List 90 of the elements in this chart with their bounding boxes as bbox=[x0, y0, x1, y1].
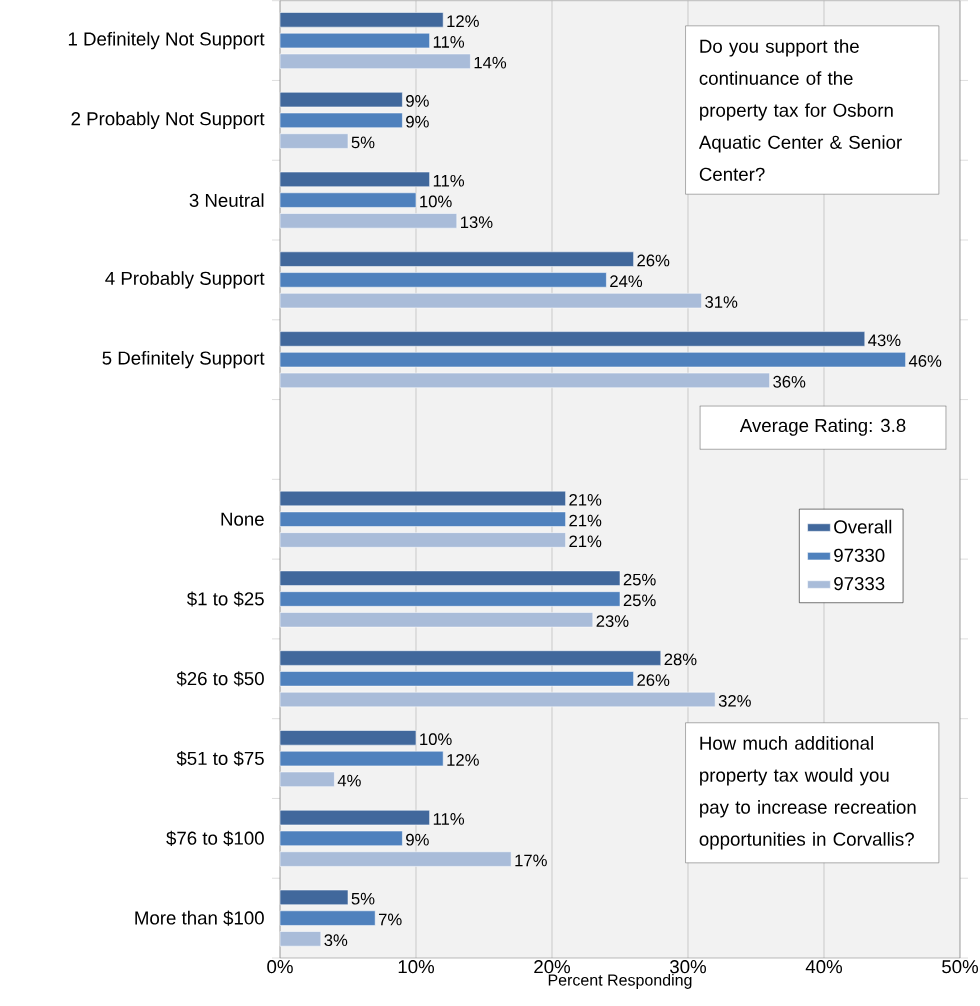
bar bbox=[279, 213, 458, 229]
data-label: 11% bbox=[433, 36, 465, 48]
data-label: 9% bbox=[406, 95, 429, 107]
bar bbox=[279, 771, 335, 787]
data-label: 23% bbox=[596, 615, 629, 627]
bar bbox=[279, 532, 566, 548]
bar bbox=[279, 192, 417, 208]
bar bbox=[279, 490, 566, 507]
data-label: 11% bbox=[433, 174, 465, 187]
y-tick-label: 2 Probably Not Support bbox=[71, 111, 265, 130]
data-label: 12% bbox=[447, 754, 479, 766]
bar bbox=[279, 591, 621, 607]
data-label: 21% bbox=[569, 535, 602, 548]
data-label: 9% bbox=[406, 833, 429, 846]
x-tick-label: 0% bbox=[267, 960, 293, 974]
x-axis-title: Percent Responding bbox=[548, 973, 692, 989]
data-label: 10% bbox=[420, 733, 452, 746]
y-tick-label: $1 to $25 bbox=[186, 591, 264, 607]
data-label: 46% bbox=[908, 355, 942, 367]
data-label: 28% bbox=[664, 653, 697, 666]
data-label: 12% bbox=[447, 15, 479, 28]
y-tick-label: $26 to $50 bbox=[176, 671, 264, 687]
bar bbox=[279, 730, 417, 746]
y-tick-label: 4 Probably Support bbox=[105, 271, 265, 289]
bar bbox=[279, 750, 444, 767]
data-label: 36% bbox=[773, 375, 806, 388]
y-tick-label: More than $100 bbox=[135, 910, 264, 926]
bar bbox=[279, 650, 662, 666]
data-label: 25% bbox=[623, 573, 656, 586]
y-tick-label: 5 Definitely Support bbox=[102, 350, 265, 369]
legend-label: 97330 bbox=[834, 548, 885, 562]
data-label: 31% bbox=[705, 296, 738, 308]
x-tick-label: 30% bbox=[670, 960, 707, 974]
bar bbox=[279, 931, 322, 947]
data-label: 5% bbox=[351, 892, 375, 905]
bar bbox=[279, 511, 566, 527]
data-label: 5% bbox=[351, 136, 375, 149]
annotation: Do you support the continuance of the property tax for Osborn Aquatic Center & Senior Center? bbox=[698, 39, 902, 181]
y-tick-label: $51 to $75 bbox=[176, 751, 264, 767]
data-label: 7% bbox=[378, 913, 402, 926]
bar bbox=[279, 851, 512, 867]
y-tick-label: 3 Neutral bbox=[189, 193, 264, 207]
legend-label: 97333 bbox=[834, 577, 885, 591]
data-label: 25% bbox=[623, 594, 656, 607]
bar bbox=[279, 809, 430, 826]
bar bbox=[279, 830, 403, 846]
data-label: 10% bbox=[420, 195, 452, 208]
bar bbox=[279, 570, 621, 586]
data-label: 26% bbox=[637, 674, 670, 687]
bar bbox=[279, 671, 634, 687]
annotation: How much additional property tax would you pay to increase recreation opportunities in Corvallis? bbox=[699, 736, 916, 850]
data-label: 14% bbox=[474, 56, 507, 69]
bar bbox=[279, 372, 770, 389]
data-label: 24% bbox=[610, 275, 643, 288]
data-label: 17% bbox=[515, 854, 547, 867]
data-label: 11% bbox=[433, 813, 465, 825]
bar bbox=[279, 32, 430, 49]
data-label: 4% bbox=[337, 774, 361, 787]
bar bbox=[279, 112, 403, 128]
y-tick-label: 1 Definitely Not Support bbox=[68, 31, 265, 50]
x-tick-label: 40% bbox=[805, 960, 843, 974]
y-tick-label: None bbox=[221, 512, 264, 526]
bar bbox=[279, 910, 376, 926]
data-label: 13% bbox=[461, 216, 493, 229]
bar bbox=[279, 272, 607, 288]
data-label: 9% bbox=[406, 115, 429, 128]
data-label: 32% bbox=[718, 694, 751, 707]
bar bbox=[279, 293, 702, 309]
data-label: 3% bbox=[324, 934, 348, 947]
bar bbox=[279, 251, 634, 267]
bar bbox=[279, 889, 349, 905]
annotation: Average Rating: 3.8 bbox=[739, 418, 906, 436]
data-label: 26% bbox=[637, 254, 670, 267]
x-tick-label: 10% bbox=[398, 960, 435, 974]
bar bbox=[279, 133, 349, 149]
bar bbox=[279, 53, 471, 69]
bar bbox=[279, 12, 444, 28]
y-tick-label: $76 to $100 bbox=[166, 830, 264, 846]
bar bbox=[279, 691, 716, 708]
bar bbox=[279, 171, 430, 187]
data-label: 21% bbox=[569, 514, 602, 527]
x-tick-label: 20% bbox=[534, 960, 571, 974]
x-tick-label: 50% bbox=[942, 960, 979, 974]
data-label: 21% bbox=[569, 493, 602, 506]
bar bbox=[279, 92, 403, 108]
bar bbox=[279, 352, 906, 368]
bar bbox=[279, 612, 594, 628]
legend-label: Overall bbox=[834, 519, 892, 534]
data-label: 43% bbox=[868, 334, 901, 347]
bar bbox=[279, 331, 866, 347]
